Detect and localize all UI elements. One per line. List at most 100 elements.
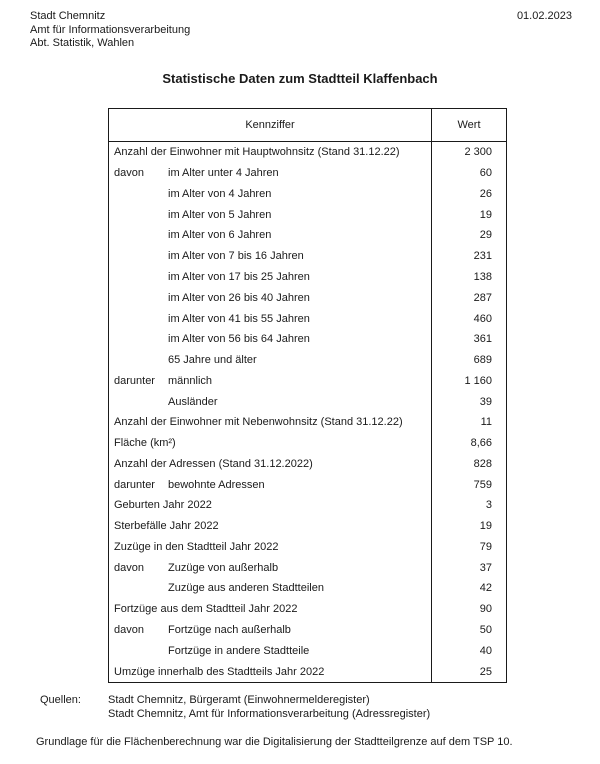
page-title: Statistische Daten zum Stadtteil Klaffen… bbox=[162, 71, 438, 86]
wert-cell: 828 bbox=[431, 453, 506, 475]
table-row: Anzahl der Einwohner mit Nebenwohnsitz (… bbox=[109, 411, 506, 433]
column-header-kennziffer: Kennziffer bbox=[245, 119, 295, 131]
kennziffer-cell: Geburten Jahr 2022 bbox=[109, 495, 431, 516]
wert-cell: 1 160 bbox=[431, 370, 506, 392]
wert-cell: 19 bbox=[431, 515, 506, 537]
wert-cell: 19 bbox=[431, 204, 506, 226]
kennziffer-cell: davon im Alter unter 4 Jahren bbox=[109, 163, 431, 184]
wert-cell: 79 bbox=[431, 536, 506, 558]
source-line: Stadt Chemnitz, Bürgeramt (Einwohnermeld… bbox=[108, 694, 370, 706]
row-label: 65 Jahre und älter bbox=[168, 354, 257, 367]
kennziffer-cell: davon Zuzüge von außerhalb bbox=[109, 557, 431, 578]
row-label: Anzahl der Einwohner mit Hauptwohnsitz (… bbox=[114, 146, 400, 159]
row-label: im Alter von 7 bis 16 Jahren bbox=[168, 250, 304, 263]
kennziffer-cell: Fortzüge aus dem Stadtteil Jahr 2022 bbox=[109, 599, 431, 620]
table-row: Sterbefälle Jahr 2022 19 bbox=[109, 515, 506, 537]
row-label: im Alter unter 4 Jahren bbox=[168, 167, 279, 180]
org-line-city: Stadt Chemnitz bbox=[30, 10, 106, 22]
table-row: im Alter von 41 bis 55 Jahren 460 bbox=[109, 308, 506, 329]
row-label: im Alter von 56 bis 64 Jahren bbox=[168, 333, 310, 346]
row-label: männlich bbox=[168, 374, 213, 387]
wert-cell: 50 bbox=[431, 619, 506, 641]
row-prefix: darunter bbox=[114, 374, 155, 387]
kennziffer-cell: im Alter von 26 bis 40 Jahren bbox=[109, 287, 431, 308]
table-row: im Alter von 17 bis 25 Jahren 138 bbox=[109, 266, 506, 288]
table-row: im Alter von 5 Jahren 19 bbox=[109, 204, 506, 226]
kennziffer-cell: Fläche (km²) bbox=[109, 433, 431, 454]
kennziffer-cell: darunter bewohnte Adressen bbox=[109, 474, 431, 495]
row-label: Geburten Jahr 2022 bbox=[114, 499, 212, 512]
org-line-office: Amt für Informationsverarbeitung bbox=[30, 23, 191, 36]
row-label: im Alter von 17 bis 25 Jahren bbox=[168, 270, 310, 283]
kennziffer-cell: Anzahl der Einwohner mit Hauptwohnsitz (… bbox=[109, 142, 431, 163]
table-row: Zuzüge aus anderen Stadtteilen 42 bbox=[109, 578, 506, 599]
kennziffer-cell: im Alter von 7 bis 16 Jahren bbox=[109, 246, 431, 267]
kennziffer-cell: Umzüge innerhalb des Stadtteils Jahr 202… bbox=[109, 661, 431, 682]
kennziffer-cell: im Alter von 56 bis 64 Jahren bbox=[109, 329, 431, 350]
wert-cell: 90 bbox=[431, 598, 506, 620]
table-row: im Alter von 26 bis 40 Jahren 287 bbox=[109, 287, 506, 309]
row-label: im Alter von 6 Jahren bbox=[168, 229, 272, 242]
kennziffer-cell: im Alter von 5 Jahren bbox=[109, 204, 431, 225]
wert-cell: 42 bbox=[431, 578, 506, 599]
wert-cell: 138 bbox=[431, 266, 506, 288]
row-label: bewohnte Adressen bbox=[168, 478, 265, 491]
row-label: Zuzüge von außerhalb bbox=[168, 561, 279, 574]
table-row: im Alter von 7 bis 16 Jahren 231 bbox=[109, 245, 506, 267]
table-row: Geburten Jahr 2022 3 bbox=[109, 495, 506, 516]
wert-cell: 689 bbox=[431, 349, 506, 371]
row-label: Zuzüge aus anderen Stadtteilen bbox=[168, 582, 324, 595]
wert-cell: 3 bbox=[431, 495, 506, 516]
wert-cell: 460 bbox=[431, 308, 506, 329]
kennziffer-cell: Zuzüge aus anderen Stadtteilen bbox=[109, 578, 431, 599]
table-row: davon im Alter unter 4 Jahren 60 bbox=[109, 162, 506, 184]
kennziffer-cell: darunter männlich bbox=[109, 370, 431, 391]
table-body: Anzahl der Einwohner mit Hauptwohnsitz (… bbox=[109, 142, 506, 682]
sources-label: Quellen: bbox=[40, 694, 81, 706]
table-row: Ausländer 39 bbox=[109, 391, 506, 412]
wert-cell: 39 bbox=[431, 391, 506, 412]
row-label: Anzahl der Adressen (Stand 31.12.2022) bbox=[114, 457, 313, 470]
row-prefix: davon bbox=[114, 561, 144, 574]
kennziffer-cell: Sterbefälle Jahr 2022 bbox=[109, 516, 431, 537]
wert-cell: 37 bbox=[431, 557, 506, 579]
wert-cell: 2 300 bbox=[431, 142, 506, 163]
kennziffer-cell: im Alter von 41 bis 55 Jahren bbox=[109, 308, 431, 329]
kennziffer-cell: im Alter von 6 Jahren bbox=[109, 225, 431, 246]
table-row: davon Zuzüge von außerhalb 37 bbox=[109, 557, 506, 579]
wert-cell: 25 bbox=[431, 661, 506, 682]
document-date: 01.02.2023 bbox=[516, 10, 572, 22]
area-calculation-note: Grundlage für die Flächenberechnung war … bbox=[36, 736, 513, 748]
kennziffer-cell: Anzahl der Adressen (Stand 31.12.2022) bbox=[109, 453, 431, 474]
source-line: Stadt Chemnitz, Amt für Informationsvera… bbox=[108, 707, 431, 720]
table-header-row: Kennziffer Wert bbox=[109, 109, 506, 142]
row-prefix: davon bbox=[114, 167, 144, 180]
table-row: Fortzüge in andere Stadtteile 40 bbox=[109, 640, 506, 662]
row-label: Anzahl der Einwohner mit Nebenwohnsitz (… bbox=[114, 416, 403, 429]
table-row: Anzahl der Einwohner mit Hauptwohnsitz (… bbox=[109, 142, 506, 163]
wert-cell: 231 bbox=[431, 245, 506, 267]
kennziffer-cell: im Alter von 17 bis 25 Jahren bbox=[109, 267, 431, 288]
wert-cell: 26 bbox=[431, 183, 506, 205]
row-label: im Alter von 5 Jahren bbox=[168, 208, 272, 221]
row-label: Fortzüge in andere Stadtteile bbox=[168, 644, 310, 657]
table-row: im Alter von 6 Jahren 29 bbox=[109, 225, 506, 246]
table-row: darunter bewohnte Adressen 759 bbox=[109, 474, 506, 496]
table-row: Zuzüge in den Stadtteil Jahr 2022 79 bbox=[109, 536, 506, 558]
row-label: Zuzüge in den Stadtteil Jahr 2022 bbox=[114, 540, 279, 553]
kennziffer-cell: davon Fortzüge nach außerhalb bbox=[109, 620, 431, 641]
kennziffer-cell: Ausländer bbox=[109, 391, 431, 412]
row-prefix: davon bbox=[114, 623, 144, 636]
org-header-block: Stadt Chemnitz Amt für Informationsverar… bbox=[30, 10, 190, 51]
wert-cell: 11 bbox=[431, 411, 506, 433]
wert-cell: 361 bbox=[431, 328, 506, 350]
kennziffer-cell: Anzahl der Einwohner mit Nebenwohnsitz (… bbox=[109, 412, 431, 433]
wert-cell: 759 bbox=[431, 474, 506, 496]
table-row: im Alter von 4 Jahren 26 bbox=[109, 183, 506, 205]
row-label: im Alter von 41 bis 55 Jahren bbox=[168, 312, 310, 325]
wert-cell: 60 bbox=[431, 162, 506, 184]
kennziffer-cell: 65 Jahre und älter bbox=[109, 350, 431, 371]
kennziffer-cell: im Alter von 4 Jahren bbox=[109, 184, 431, 205]
table-row: darunter männlich 1 160 bbox=[109, 370, 506, 392]
org-line-dept: Abt. Statistik, Wahlen bbox=[30, 37, 135, 49]
